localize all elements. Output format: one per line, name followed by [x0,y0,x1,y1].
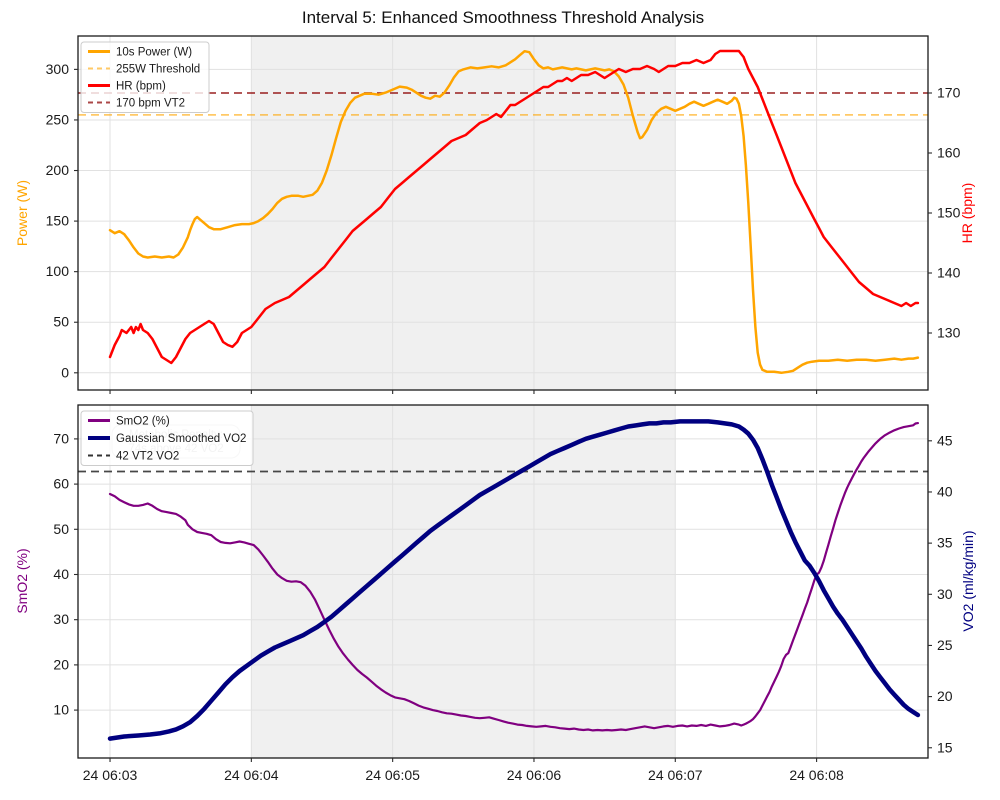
hr-bpm-series-line [108,49,920,365]
left-axis-tick-label: 50 [53,521,69,537]
legend-item-label: 170 bpm VT2 [116,98,185,110]
left-axis-tick-label: 50 [53,314,69,330]
interval-shaded-region [251,36,676,390]
10s-power-w-series-line [108,49,920,375]
left-axis-tick-label: 10 [53,702,69,718]
left-axis-tick-label: 250 [46,111,70,127]
plot-border [77,404,929,759]
gaussian-smoothed-vo2-series-line [107,419,921,741]
left-axis-tick-label: 100 [46,263,70,279]
right-axis-tick-label: 15 [937,739,953,755]
right-axis-tick-label: 25 [937,637,953,653]
left-axis-tick-label: 60 [53,476,69,492]
left-axis-tick-label: 40 [53,566,69,582]
vo2-axis-label: VO2 (ml/kg/min) [960,530,976,631]
hr-axis-label: HR (bpm) [959,183,975,244]
x-axis-tick-label: 24 06:07 [648,767,703,783]
x-axis-tick-label: 24 06:03 [83,767,138,783]
right-axis-tick-label: 45 [937,432,953,448]
x-axis-tick-label: 24 06:08 [789,767,844,783]
left-axis-tick-label: 70 [53,430,69,446]
right-axis-tick-label: 160 [937,145,961,161]
right-axis-tick-label: 35 [937,535,953,551]
legend-item-label: 10s Power (W) [116,47,192,59]
legend-box [80,41,210,113]
left-axis-tick-label: 20 [53,656,69,672]
right-axis-tick-label: 20 [937,688,953,704]
legend-item-label: 255W Threshold [116,64,200,76]
legend-item-label: 42 VT2 VO2 [116,451,179,463]
interval-shaded-region [251,405,676,758]
left-axis-tick-label: 300 [46,61,70,77]
left-axis-tick-label: 0 [61,364,69,380]
legend-item-label: Gaussian Smoothed VO2 [116,433,246,445]
x-axis-tick-label: 24 06:04 [224,767,279,783]
top-panel: 0 50 100 150 200 250 300 130 140 150 160 170 10s Pow… [46,35,961,394]
left-axis-tick-label: 200 [46,162,70,178]
smo2-series-line [108,422,919,732]
right-axis-tick-label: 30 [937,586,953,602]
legend-box [80,410,254,466]
power-axis-label: Power (W) [14,180,30,246]
right-axis-tick-label: 150 [937,205,961,221]
legend-item-label: HR (bpm) [116,81,166,93]
chart-title: Interval 5: Enhanced Smoothness Threshol… [302,8,704,27]
x-axis-tick-label: 24 06:06 [507,767,562,783]
x-axis-tick-label: 24 06:05 [365,767,420,783]
right-axis-tick-label: 140 [937,265,961,281]
smo2-axis-label: SmO2 (%) [14,548,30,613]
right-axis-tick-label: 170 [937,85,961,101]
bottom-panel: 10 20 30 40 50 60 70 15 20 25 30 35 40 45 24 06:03 24 0… [53,404,953,783]
right-axis-tick-label: 130 [937,325,961,341]
right-axis-tick-label: 40 [937,483,953,499]
left-axis-tick-label: 150 [46,213,70,229]
legend-item-label: SmO2 (%) [116,416,170,428]
left-axis-tick-label: 30 [53,611,69,627]
